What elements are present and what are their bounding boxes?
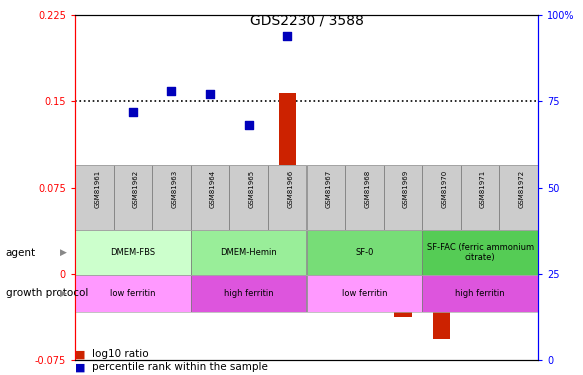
- Text: GDS2230 / 3588: GDS2230 / 3588: [250, 13, 363, 27]
- Text: low ferritin: low ferritin: [110, 289, 156, 298]
- Text: growth protocol: growth protocol: [6, 288, 88, 298]
- Bar: [191, 275, 307, 312]
- Bar: [307, 275, 422, 312]
- Point: [128, 109, 138, 115]
- Bar: [86, 270, 103, 274]
- Bar: [75, 230, 191, 275]
- Text: low ferritin: low ferritin: [342, 289, 387, 298]
- Text: SF-FAC (ferric ammonium
citrate): SF-FAC (ferric ammonium citrate): [427, 243, 533, 262]
- Bar: [500, 165, 538, 230]
- Text: DMEM-Hemin: DMEM-Hemin: [220, 248, 277, 257]
- Text: GSM81966: GSM81966: [287, 170, 293, 208]
- Bar: [124, 208, 142, 274]
- Text: log10 ratio: log10 ratio: [93, 350, 149, 359]
- Bar: [510, 274, 528, 291]
- Bar: [422, 165, 461, 230]
- Bar: [472, 274, 489, 299]
- Point: [321, 191, 331, 197]
- Text: GSM81967: GSM81967: [326, 170, 332, 208]
- Text: GSM81972: GSM81972: [519, 170, 525, 208]
- Point: [244, 122, 253, 128]
- Point: [167, 88, 176, 94]
- Bar: [422, 230, 538, 275]
- Bar: [356, 274, 373, 279]
- Text: ■: ■: [75, 350, 86, 359]
- Text: GSM81969: GSM81969: [403, 170, 409, 208]
- Text: GSM81962: GSM81962: [133, 170, 139, 208]
- Point: [205, 92, 215, 98]
- Bar: [394, 274, 412, 318]
- Text: ▶: ▶: [61, 289, 67, 298]
- Text: GSM81963: GSM81963: [171, 170, 177, 208]
- Bar: [307, 165, 345, 230]
- Bar: [191, 165, 229, 230]
- Text: percentile rank within the sample: percentile rank within the sample: [93, 363, 268, 372]
- Text: ■: ■: [75, 363, 86, 372]
- Text: GSM81964: GSM81964: [210, 170, 216, 208]
- Point: [360, 178, 369, 184]
- Bar: [307, 230, 422, 275]
- Text: high ferritin: high ferritin: [224, 289, 273, 298]
- Bar: [201, 185, 219, 274]
- Bar: [317, 274, 335, 279]
- Point: [437, 271, 446, 277]
- Bar: [461, 165, 500, 230]
- Text: GSM81961: GSM81961: [94, 170, 100, 208]
- Text: GSM81971: GSM81971: [480, 170, 486, 208]
- Text: GSM81965: GSM81965: [248, 170, 255, 208]
- Text: high ferritin: high ferritin: [455, 289, 505, 298]
- Bar: [279, 93, 296, 274]
- Bar: [75, 165, 114, 230]
- Bar: [345, 165, 384, 230]
- Bar: [384, 165, 422, 230]
- Text: GSM81970: GSM81970: [441, 170, 448, 208]
- Bar: [240, 234, 257, 274]
- Bar: [433, 274, 450, 339]
- Bar: [191, 230, 307, 275]
- Bar: [152, 165, 191, 230]
- Point: [90, 195, 99, 201]
- Text: SF-0: SF-0: [355, 248, 374, 257]
- Bar: [114, 165, 152, 230]
- Text: ▶: ▶: [61, 248, 67, 257]
- Bar: [75, 275, 191, 312]
- Bar: [163, 188, 180, 274]
- Point: [283, 33, 292, 39]
- Point: [476, 233, 485, 239]
- Text: DMEM-FBS: DMEM-FBS: [110, 248, 156, 257]
- Text: GSM81968: GSM81968: [364, 170, 370, 208]
- Point: [398, 230, 408, 236]
- Bar: [229, 165, 268, 230]
- Bar: [422, 275, 538, 312]
- Point: [514, 209, 524, 214]
- Bar: [268, 165, 307, 230]
- Text: agent: agent: [6, 248, 36, 258]
